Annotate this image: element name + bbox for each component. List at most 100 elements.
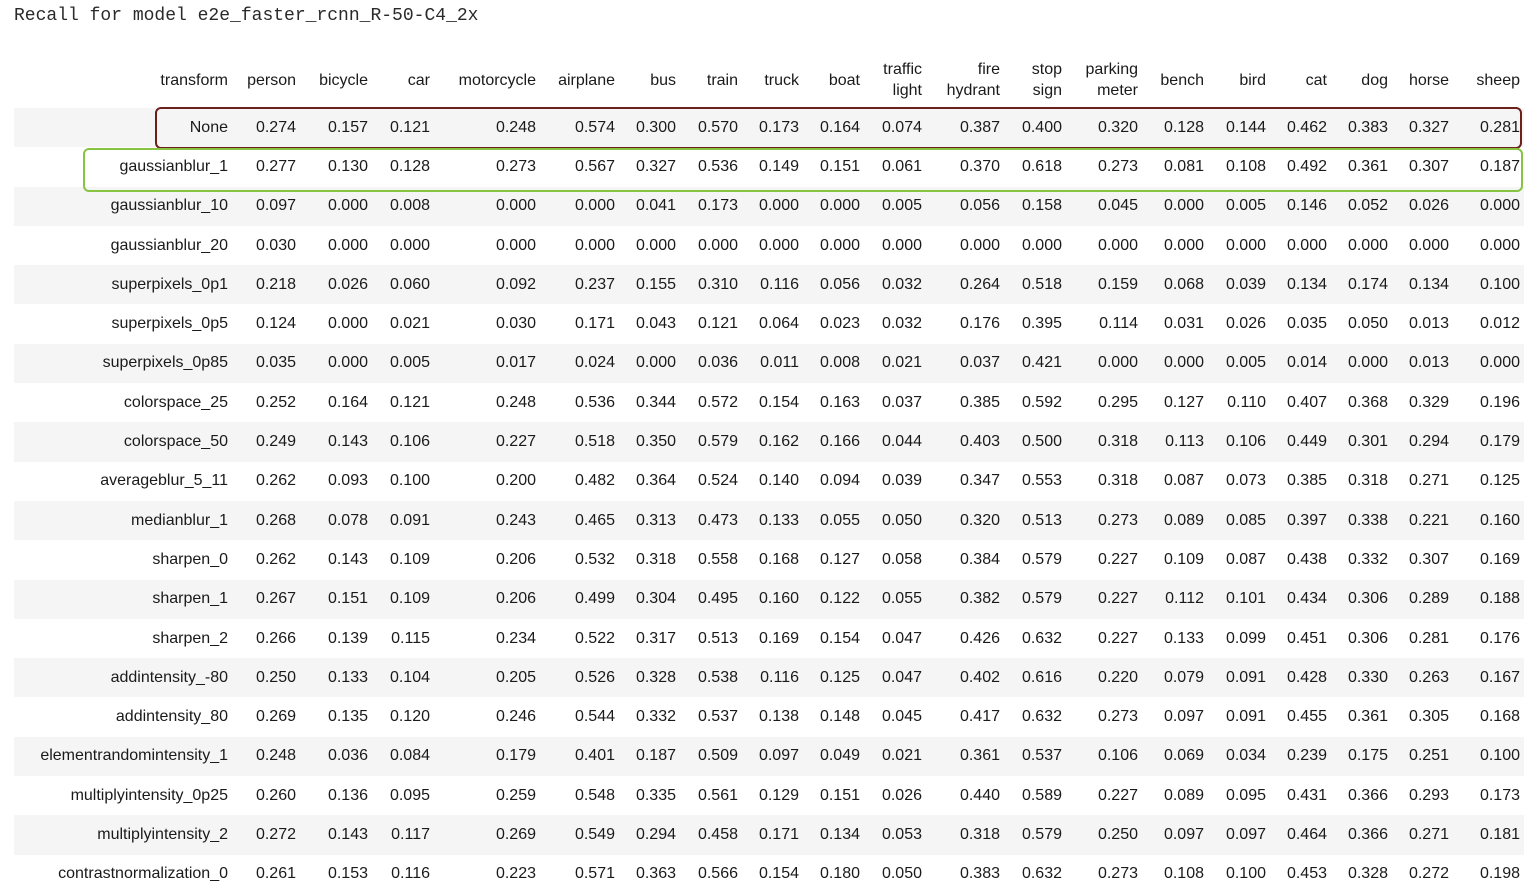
table-cell: 0.151 xyxy=(803,776,864,816)
table-cell: 0.267 xyxy=(232,579,300,619)
row-label: sharpen_0 xyxy=(14,540,232,580)
table-cell: 0.274 xyxy=(232,108,300,148)
table-cell: 0.097 xyxy=(232,186,300,226)
table-cell: 0.281 xyxy=(1453,108,1524,148)
table-cell: 0.272 xyxy=(1392,854,1453,894)
table-cell: 0.453 xyxy=(1270,854,1331,894)
table-cell: 0.465 xyxy=(540,500,619,541)
table-cell: 0.249 xyxy=(232,422,300,462)
table-cell: 0.173 xyxy=(1453,776,1524,816)
table-cell: 0.091 xyxy=(1208,658,1270,698)
table-cell: 0.050 xyxy=(1331,304,1392,344)
table-cell: 0.366 xyxy=(1331,815,1392,855)
table-cell: 0.458 xyxy=(680,815,742,855)
table-cell: 0.000 xyxy=(300,225,372,266)
table-cell: 0.034 xyxy=(1208,736,1270,777)
table-cell: 0.106 xyxy=(1208,422,1270,462)
table-cell: 0.136 xyxy=(300,776,372,816)
table-cell: 0.026 xyxy=(1208,304,1270,344)
table-cell: 0.146 xyxy=(1270,186,1331,226)
row-label: multiplyintensity_0p25 xyxy=(14,776,232,816)
table-cell: 0.266 xyxy=(232,618,300,659)
table-cell: 0.143 xyxy=(300,422,372,462)
table-cell: 0.056 xyxy=(803,265,864,305)
table-cell: 0.005 xyxy=(1208,186,1270,226)
table-cell: 0.196 xyxy=(1453,383,1524,423)
table-cell: 0.206 xyxy=(434,579,540,619)
table-cell: 0.036 xyxy=(300,736,372,777)
table-cell: 0.561 xyxy=(680,776,742,816)
table-cell: 0.000 xyxy=(864,225,926,266)
table-cell: 0.495 xyxy=(680,579,742,619)
table-cell: 0.574 xyxy=(540,108,619,148)
table-cell: 0.100 xyxy=(1453,736,1524,777)
table-row: multiplyintensity_2 0.272 0.143 0.117 0.269 0… xyxy=(14,815,1524,855)
table-cell: 0.053 xyxy=(864,815,926,855)
table-cell: 0.091 xyxy=(1208,697,1270,737)
table-cell: 0.361 xyxy=(926,736,1004,777)
table-cell: 0.000 xyxy=(619,343,680,384)
row-label: gaussianblur_10 xyxy=(14,186,232,226)
table-cell: 0.100 xyxy=(372,461,434,501)
table-cell: 0.306 xyxy=(1331,579,1392,619)
table-cell: 0.187 xyxy=(619,736,680,777)
table-cell: 0.000 xyxy=(803,186,864,226)
table-cell: 0.318 xyxy=(926,815,1004,855)
table-cell: 0.133 xyxy=(1142,618,1208,659)
table-cell: 0.206 xyxy=(434,540,540,580)
table-row: medianblur_1 0.268 0.078 0.091 0.243 0.465 0.3… xyxy=(14,500,1524,541)
table-row: gaussianblur_20 0.030 0.000 0.000 0.000 0.000… xyxy=(14,225,1524,266)
table-cell: 0.097 xyxy=(1142,697,1208,737)
table-cell: 0.000 xyxy=(434,225,540,266)
table-cell: 0.421 xyxy=(1004,343,1066,384)
table-cell: 0.163 xyxy=(803,383,864,423)
table-cell: 0.294 xyxy=(619,815,680,855)
table-cell: 0.289 xyxy=(1392,579,1453,619)
table-cell: 0.055 xyxy=(803,500,864,541)
table-cell: 0.227 xyxy=(1066,776,1142,816)
table-cell: 0.328 xyxy=(619,658,680,698)
table-cell: 0.154 xyxy=(742,383,803,423)
table-cell: 0.252 xyxy=(232,383,300,423)
recall-table: transform person bicycle car motorcycle airpl… xyxy=(14,52,1524,894)
table-cell: 0.417 xyxy=(926,697,1004,737)
table-cell: 0.026 xyxy=(300,265,372,305)
table-row: addintensity_-80 0.250 0.133 0.104 0.205 0.52… xyxy=(14,658,1524,698)
table-cell: 0.243 xyxy=(434,500,540,541)
table-cell: 0.513 xyxy=(680,618,742,659)
table-cell: 0.064 xyxy=(742,304,803,344)
table-cell: 0.095 xyxy=(372,776,434,816)
table-cell: 0.094 xyxy=(803,461,864,501)
table-cell: 0.151 xyxy=(300,579,372,619)
table-cell: 0.021 xyxy=(864,343,926,384)
table-cell: 0.069 xyxy=(1142,736,1208,777)
table-cell: 0.261 xyxy=(232,854,300,894)
table-cell: 0.012 xyxy=(1453,304,1524,344)
table-cell: 0.364 xyxy=(619,461,680,501)
table-header-row: transform person bicycle car motorcycle airpl… xyxy=(14,52,1524,108)
table-cell: 0.127 xyxy=(1142,383,1208,423)
table-cell: 0.320 xyxy=(1066,108,1142,148)
table-cell: 0.000 xyxy=(1208,225,1270,266)
table-cell: 0.363 xyxy=(619,854,680,894)
table-cell: 0.566 xyxy=(680,854,742,894)
table-cell: 0.262 xyxy=(232,540,300,580)
table-cell: 0.005 xyxy=(1208,343,1270,384)
table-cell: 0.361 xyxy=(1331,147,1392,187)
table-cell: 0.385 xyxy=(1270,461,1331,501)
table-cell: 0.307 xyxy=(1392,540,1453,580)
table-cell: 0.426 xyxy=(926,618,1004,659)
table-cell: 0.300 xyxy=(619,108,680,148)
table-cell: 0.097 xyxy=(742,736,803,777)
table-cell: 0.536 xyxy=(680,147,742,187)
table-cell: 0.106 xyxy=(372,422,434,462)
table-cell: 0.269 xyxy=(434,815,540,855)
table-cell: 0.171 xyxy=(540,304,619,344)
table-cell: 0.234 xyxy=(434,618,540,659)
table-cell: 0.013 xyxy=(1392,343,1453,384)
table-cell: 0.149 xyxy=(742,147,803,187)
table-cell: 0.223 xyxy=(434,854,540,894)
table-cell: 0.168 xyxy=(742,540,803,580)
table-cell: 0.361 xyxy=(1331,697,1392,737)
table-cell: 0.134 xyxy=(1270,265,1331,305)
